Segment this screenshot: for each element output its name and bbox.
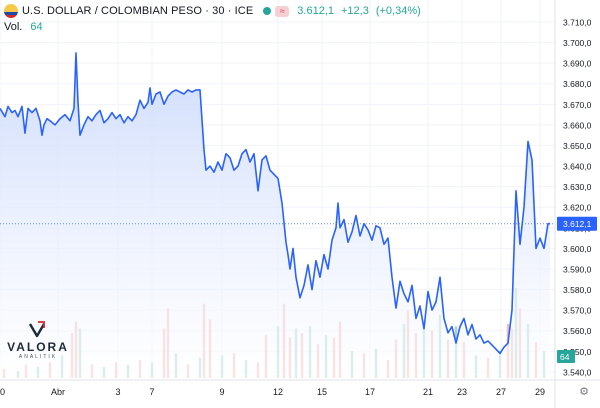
x-tick-label: 7 <box>149 387 154 397</box>
price-line <box>0 52 550 355</box>
symbol-title[interactable]: U.S. DOLLAR / COLOMBIAN PESO · 30 · ICE <box>22 5 254 17</box>
usd-cop-flag-icon <box>4 4 18 18</box>
last-price: 3.612,1 <box>297 5 334 17</box>
valora-logo: VALORA ANALITIK <box>6 320 70 366</box>
volume-tag-label: 64 <box>560 352 570 362</box>
x-tick-label: 29 <box>535 387 545 397</box>
x-tick-label: 15 <box>317 387 327 397</box>
gear-icon[interactable]: ⚙ <box>579 386 589 398</box>
market-open-dot-icon <box>263 7 272 15</box>
price-area <box>0 52 550 379</box>
x-tick-label: 27 <box>496 387 506 397</box>
y-tick-label: 3.630,0 <box>563 182 592 192</box>
x-tick-label: 12 <box>273 387 283 397</box>
y-tick-label: 3.640,0 <box>563 162 592 172</box>
symbol-header: U.S. DOLLAR / COLOMBIAN PESO · 30 · ICE … <box>4 3 421 19</box>
volume-legend: Vol. 64 <box>4 21 43 33</box>
price-change: +12,3 <box>341 5 369 17</box>
valora-logo-mark-icon <box>28 321 46 338</box>
y-tick-label: 3.590,0 <box>563 264 592 274</box>
x-tick-label: 30 <box>0 387 5 397</box>
y-tick-label: 3.580,0 <box>563 285 592 295</box>
price-tag <box>557 216 597 231</box>
y-tick-label: 3.550,0 <box>563 347 592 357</box>
volume-tag <box>557 350 575 363</box>
logo-subtitle: ANALITIK <box>18 354 58 360</box>
y-tick-label: 3.540,0 <box>563 367 592 377</box>
price-change-percent: (+0,34%) <box>375 5 421 17</box>
y-tick-label: 3.560,0 <box>563 326 592 336</box>
price-tag-label: 3.612,1 <box>563 219 592 229</box>
x-tick-label: Abr <box>51 387 65 397</box>
volume-value: 64 <box>30 21 43 33</box>
x-tick-label: 17 <box>365 387 375 397</box>
x-tick-label: 23 <box>457 387 467 397</box>
y-tick-label: 3.650,0 <box>563 141 592 151</box>
volume-label: Vol. <box>4 21 23 33</box>
y-tick-label: 3.700,0 <box>563 38 592 48</box>
y-tick-label: 3.600,0 <box>563 244 592 254</box>
y-tick-label: 3.620,0 <box>563 203 592 213</box>
x-tick-label: 21 <box>423 387 433 397</box>
x-tick-label: 3 <box>115 387 120 397</box>
y-tick-label: 3.680,0 <box>563 79 592 89</box>
wave-icon: ≈ <box>275 5 290 17</box>
x-tick-label: 9 <box>219 387 224 397</box>
y-tick-label: 3.660,0 <box>563 120 592 130</box>
logo-name: VALORA <box>7 340 69 354</box>
y-tick-label: 3.690,0 <box>563 59 592 69</box>
y-tick-label: 3.570,0 <box>563 306 592 316</box>
y-tick-label: 3.670,0 <box>563 100 592 110</box>
y-tick-label: 3.710,0 <box>563 18 592 28</box>
